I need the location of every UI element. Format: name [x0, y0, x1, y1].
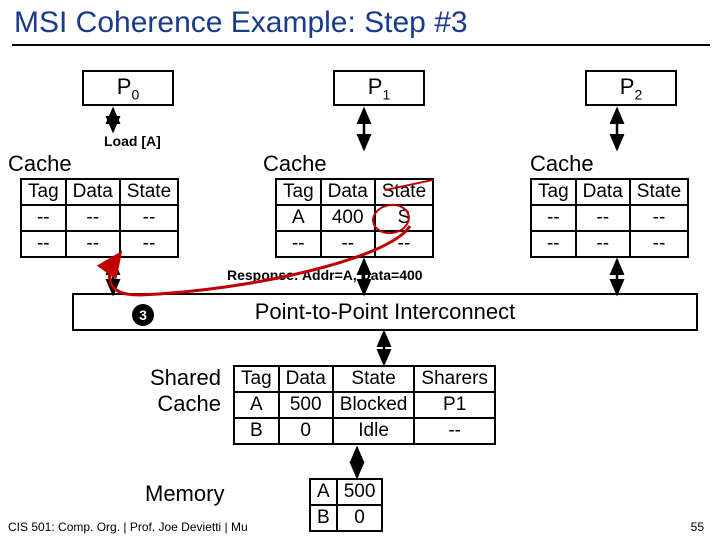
memory-table: A500B0 [309, 478, 383, 532]
cache-table-2: TagDataState------------ [530, 178, 689, 258]
interconnect-box: Point-to-Point Interconnect [72, 293, 698, 331]
step-marker: 3 [132, 304, 154, 326]
memory-label: Memory [145, 481, 224, 507]
shared-cache-table: TagDataStateSharersA500BlockedP1B0Idle-- [233, 365, 496, 445]
cache-label-0: Cache [8, 151, 72, 177]
cache-label-2: Cache [530, 151, 594, 177]
processor-p0: P0 [82, 70, 174, 106]
cache-label-1: Cache [263, 151, 327, 177]
shared-cache-label: SharedCache [150, 365, 221, 417]
processor-p2: P2 [585, 70, 677, 106]
response-label: Response: Addr=A, Data=400 [227, 267, 423, 283]
footer-text: CIS 501: Comp. Org. | Prof. Joe Devietti… [8, 520, 248, 534]
cache-table-1: TagDataStateA400S------ [275, 178, 434, 258]
title-rule [12, 44, 710, 46]
load-label: Load [A] [104, 133, 161, 149]
page-number: 55 [691, 520, 704, 534]
slide-title: MSI Coherence Example: Step #3 [0, 0, 720, 44]
cache-table-0: TagDataState------------ [20, 178, 179, 258]
processor-p1: P1 [333, 70, 425, 106]
